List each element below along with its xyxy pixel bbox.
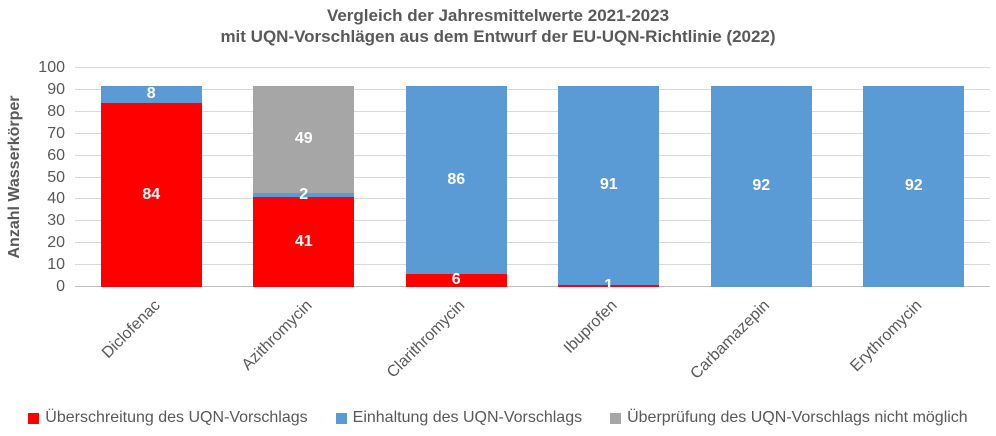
legend-label: Überschreitung des UQN-Vorschlags xyxy=(45,409,308,426)
legend-label: Einhaltung des UQN-Vorschlags xyxy=(352,409,583,426)
bars: 84 8 41 2 49 6 86 1 91 92 92 xyxy=(75,68,991,294)
bar-clarithromycin: 6 86 xyxy=(405,68,507,288)
bar-segment: 92 xyxy=(863,85,965,287)
gridline-100 xyxy=(75,67,990,68)
x-axis-labels: Diclofenac Azithromycin Clarithromycin Ibup… xyxy=(75,287,990,387)
plot-area: 0 10 20 30 40 50 60 70 80 90 100 84 8 41 2 49 6 86 1 91 92 9… xyxy=(38,59,991,383)
bar-slot-diclofenac: 84 8 xyxy=(75,68,228,287)
x-label-slot: Carbamazepin xyxy=(685,287,838,387)
x-axis-label-ibuprofen: Ibuprofen xyxy=(560,297,621,357)
bar-segment: 86 xyxy=(405,85,507,274)
x-label-slot: Ibuprofen xyxy=(533,287,686,387)
legend: Überschreitung des UQN-Vorschlags Einhalt… xyxy=(0,409,996,427)
bar-segment-value: 92 xyxy=(752,177,771,195)
legend-label: Überprüfung des UQN-Vorschlags nicht mög… xyxy=(627,409,968,426)
x-label-slot: Azithromycin xyxy=(228,287,381,387)
bar-erythromycin: 92 xyxy=(863,68,965,287)
bar-carbamazepin: 92 xyxy=(710,68,812,287)
x-axis-label-clarithromycin: Clarithromycin xyxy=(383,297,469,382)
bar-segment: 91 xyxy=(558,85,660,285)
y-tick-label-100: 100 xyxy=(38,59,65,76)
bar-segment: 41 xyxy=(253,197,355,287)
bar-azithromycin: 41 2 49 xyxy=(253,68,355,287)
bar-slot-carbamazepin: 92 xyxy=(685,68,838,287)
y-tick-label-40: 40 xyxy=(47,190,65,208)
y-tick-label-90: 90 xyxy=(47,80,65,98)
bar-diclofenac: 84 8 xyxy=(100,68,202,287)
legend-swatch-icon xyxy=(610,412,622,424)
bar-slot-ibuprofen: 1 91 xyxy=(533,68,686,294)
y-tick-label-50: 50 xyxy=(47,168,65,186)
chart-title-line-1: Vergleich der Jahresmittelwerte 2021-202… xyxy=(326,6,670,25)
gridline-10 xyxy=(75,264,990,266)
y-axis-title: Anzahl Wasserkörper xyxy=(6,95,23,259)
bar-segment-value: 49 xyxy=(294,130,313,148)
y-tick-label-60: 60 xyxy=(47,146,65,164)
x-axis-label-diclofenac: Diclofenac xyxy=(98,297,164,362)
x-axis-label-carbamazepin: Carbamazepin xyxy=(687,297,774,383)
y-tick-label-70: 70 xyxy=(47,124,65,142)
bar-slot-clarithromycin: 6 86 xyxy=(380,68,533,288)
bar-segment-value: 8 xyxy=(146,85,156,103)
gridline-50 xyxy=(75,176,990,178)
gridline-30 xyxy=(75,220,990,222)
y-tick-label-30: 30 xyxy=(47,212,65,230)
legend-item: Einhaltung des UQN-Vorschlags xyxy=(335,409,583,427)
x-axis-label-azithromycin: Azithromycin xyxy=(238,297,316,374)
gridline-70 xyxy=(75,132,990,134)
bar-slot-azithromycin: 41 2 49 xyxy=(228,68,381,287)
bar-segment: 2 xyxy=(253,186,355,203)
y-tick-label-20: 20 xyxy=(47,234,65,252)
bar-segment-value: 84 xyxy=(142,186,161,204)
bar-segment-value: 86 xyxy=(447,170,466,188)
x-label-slot: Erythromycin xyxy=(838,287,991,387)
y-tick-label-80: 80 xyxy=(47,102,65,120)
chart-title: Vergleich der Jahresmittelwerte 2021-202… xyxy=(0,5,996,47)
bar-segment: 92 xyxy=(710,85,812,287)
gridline-20 xyxy=(75,242,990,244)
legend-swatch-icon xyxy=(28,412,40,424)
bar-segment-value: 41 xyxy=(294,233,313,251)
x-axis-label-erythromycin: Erythromycin xyxy=(847,297,926,376)
gridline-80 xyxy=(75,110,990,112)
y-tick-label-0: 0 xyxy=(56,278,65,295)
bar-ibuprofen: 1 91 xyxy=(558,68,660,294)
legend-item: Überschreitung des UQN-Vorschlags xyxy=(28,409,308,427)
chart-title-line-2: mit UQN-Vorschlägen aus dem Entwurf der … xyxy=(220,27,776,46)
bar-slot-erythromycin: 92 xyxy=(838,68,991,287)
legend-swatch-icon xyxy=(335,412,347,424)
gridline-90 xyxy=(75,88,990,90)
legend-item: Überprüfung des UQN-Vorschlags nicht mög… xyxy=(610,409,968,427)
y-tick-label-10: 10 xyxy=(47,256,65,274)
bar-segment: 8 xyxy=(100,85,202,104)
bar-segment: 49 xyxy=(253,85,355,193)
bar-segment-value: 92 xyxy=(904,177,923,195)
gridline-60 xyxy=(75,154,990,156)
x-label-slot: Clarithromycin xyxy=(380,287,533,387)
bar-segment-value: 91 xyxy=(599,176,618,194)
x-label-slot: Diclofenac xyxy=(75,287,228,387)
gridline-0 xyxy=(75,286,990,287)
bar-segment: 84 xyxy=(100,103,202,287)
gridline-40 xyxy=(75,198,990,200)
bar-segment: 6 xyxy=(405,271,507,288)
